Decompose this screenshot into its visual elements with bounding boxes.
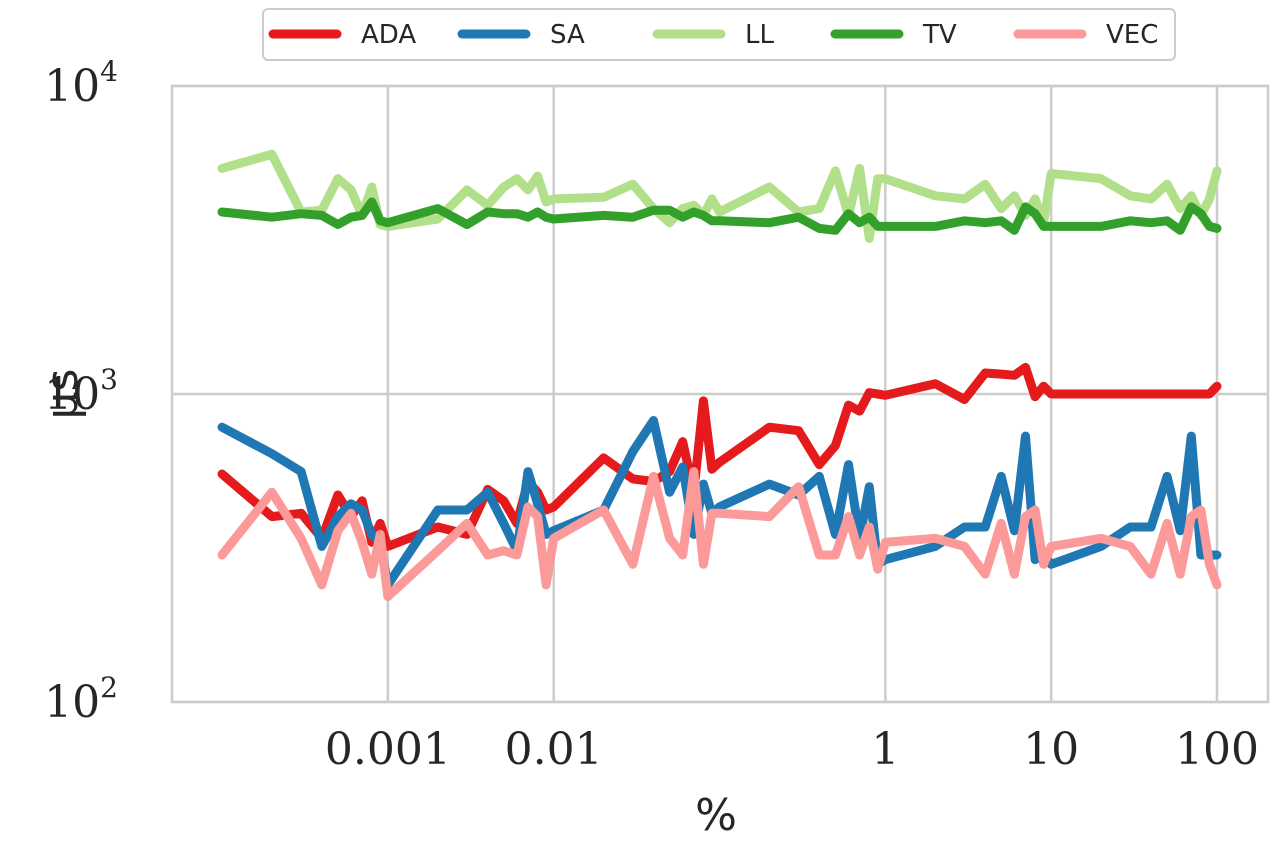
y-tick-label: 102	[44, 671, 118, 728]
legend-label-tv: TV	[922, 20, 957, 50]
legend: ADA SA LL TV VEC	[262, 8, 1176, 61]
x-tick-label: 0.01	[505, 724, 603, 775]
x-axis-label: %	[695, 790, 737, 841]
x-tick-label: 10	[1023, 724, 1079, 775]
y-tick-exponent: 4	[100, 55, 118, 88]
legend-label-ada: ADA	[361, 20, 416, 50]
series-line-vec	[217, 467, 1222, 601]
legend-label-vec: VEC	[1106, 20, 1158, 50]
legend-label-ll: LL	[745, 20, 774, 50]
x-tick-label: 1	[871, 724, 899, 775]
x-axis-ticks: 0.001 0.01 1 10 100	[325, 724, 1259, 775]
x-tick-label: 0.001	[325, 724, 451, 775]
plot-frame	[170, 84, 1270, 704]
y-axis-label: µs	[37, 369, 88, 420]
series-line-tv	[217, 197, 1222, 235]
y-tick-label: 104	[44, 55, 118, 112]
y-tick-exponent: 2	[100, 671, 118, 704]
legend-label-sa: SA	[550, 20, 585, 50]
series-lines	[217, 149, 1222, 601]
x-tick-label: 100	[1175, 724, 1259, 775]
series-line-ada	[217, 362, 1222, 551]
y-tick-exponent: 3	[100, 363, 118, 396]
